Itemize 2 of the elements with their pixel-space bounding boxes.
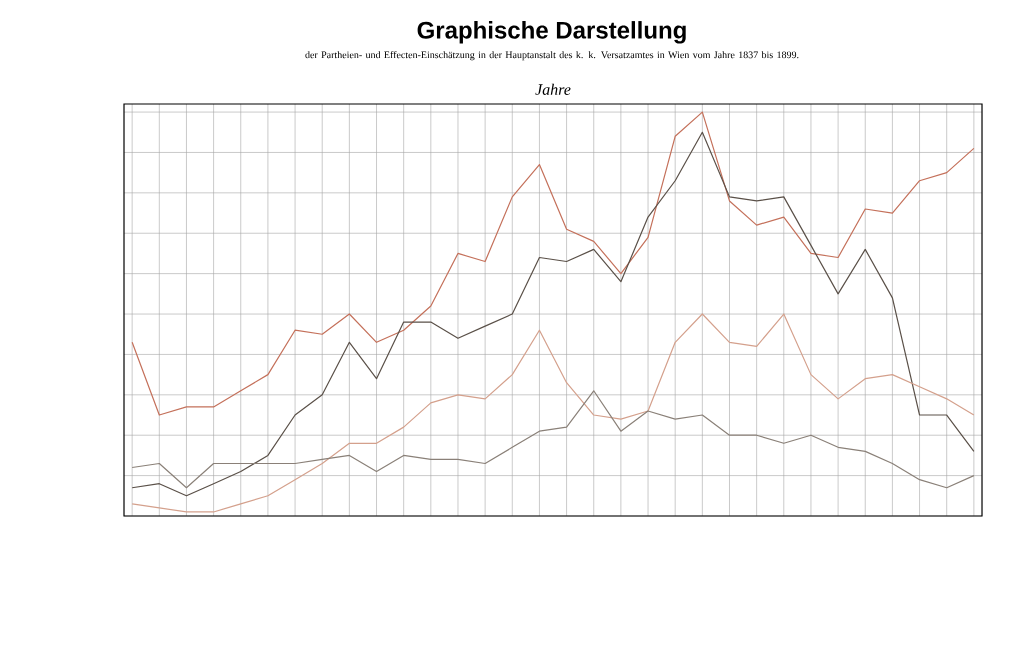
x-axis-title: Jahre [535, 83, 571, 95]
chart-title: Graphische Darstellung [417, 21, 686, 44]
